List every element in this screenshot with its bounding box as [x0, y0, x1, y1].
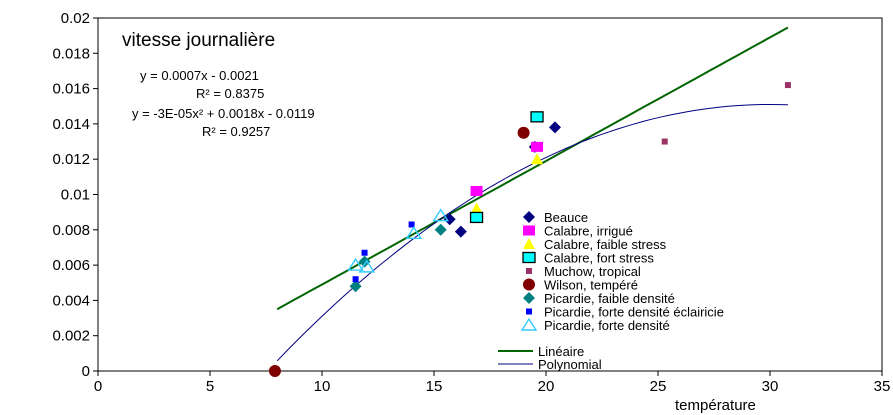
legend-marker	[523, 211, 535, 223]
legend-label: Linéaire	[538, 344, 584, 359]
data-point	[784, 82, 791, 89]
data-point	[352, 276, 359, 283]
x-tick-label: 25	[650, 378, 667, 395]
poly-r2: R² = 0.9257	[202, 124, 270, 139]
data-point	[361, 249, 368, 256]
legend-marker	[523, 278, 535, 291]
fit-line-linear	[276, 26, 789, 311]
data-point	[531, 141, 544, 152]
data-point	[661, 138, 668, 145]
x-tick-label: 35	[874, 378, 891, 395]
y-tick-label: 0.016	[52, 81, 90, 98]
legend-marker	[526, 268, 532, 274]
x-tick-label: 30	[762, 378, 779, 395]
data-point	[434, 223, 447, 236]
y-tick-label: 0.01	[61, 187, 90, 204]
data-point	[408, 221, 415, 228]
y-tick-label: 0.012	[52, 151, 90, 168]
data-point	[405, 226, 423, 240]
data-point	[517, 126, 530, 139]
y-tick-label: 0.014	[52, 116, 90, 133]
y-tick-label: 0.002	[52, 328, 90, 345]
legend-marker	[523, 238, 535, 249]
data-point	[454, 225, 467, 238]
legend-label: Polynomial	[538, 357, 602, 372]
chart-marks	[268, 26, 791, 377]
legend-label: Wilson, tempéré	[544, 278, 638, 293]
x-tick-label: 15	[426, 378, 443, 395]
data-point	[432, 208, 449, 222]
legend-marker	[523, 292, 535, 304]
y-tick-label: 0	[82, 363, 90, 380]
y-tick-label: 0.018	[52, 45, 90, 62]
axes: 0 0.002 0.004 0.006 0.008 0.01 0.012 0.014 0.016…	[52, 10, 890, 395]
data-point	[531, 153, 544, 165]
data-point	[347, 257, 364, 271]
x-tick-label: 10	[314, 378, 331, 395]
data-point	[358, 255, 371, 268]
legend-label: Picardie, forte densité éclairicie	[544, 305, 724, 320]
x-tick-label: 20	[538, 378, 555, 395]
data-point	[469, 211, 484, 224]
data-point	[443, 213, 456, 226]
x-tick-label: 5	[206, 378, 214, 395]
y-tick-label: 0.008	[52, 222, 90, 239]
chart-title: vitesse journalière	[122, 30, 275, 51]
x-tick-label: 0	[94, 378, 102, 395]
legend-marker	[522, 251, 536, 264]
legend-label: Calabre, fort stress	[544, 251, 654, 266]
data-point	[470, 202, 483, 214]
legend-marker	[526, 308, 532, 315]
data-point	[349, 280, 362, 293]
poly-equation: y = -3E-05x² + 0.0018x - 0.0119	[132, 106, 315, 121]
linear-r2: R² = 0.8375	[196, 86, 264, 101]
legend-label: Calabre, faible stress	[544, 237, 667, 252]
y-tick-label: 0.004	[52, 292, 90, 309]
data-point	[358, 259, 376, 273]
chart-texts: vitesse journalière y = 0.0007x - 0.0021…	[122, 30, 756, 414]
legend-label: Picardie, forte densité	[544, 318, 670, 333]
legend-label: Muchow, tropical	[544, 264, 641, 279]
legend-label: Picardie, faible densité	[544, 291, 675, 306]
y-tick-label: 0.006	[52, 257, 90, 274]
data-point	[470, 185, 483, 196]
data-point	[548, 121, 561, 134]
x-axis-label: température	[675, 397, 756, 414]
legend-marker	[520, 317, 538, 331]
legend-label: Calabre, irrigué	[544, 224, 633, 239]
linear-equation: y = 0.0007x - 0.0021	[140, 68, 259, 83]
data-point	[530, 111, 544, 123]
data-point	[268, 365, 281, 377]
legend-label: Beauce	[544, 210, 588, 225]
legend-marker	[523, 225, 535, 236]
y-tick-label: 0.02	[61, 10, 90, 27]
